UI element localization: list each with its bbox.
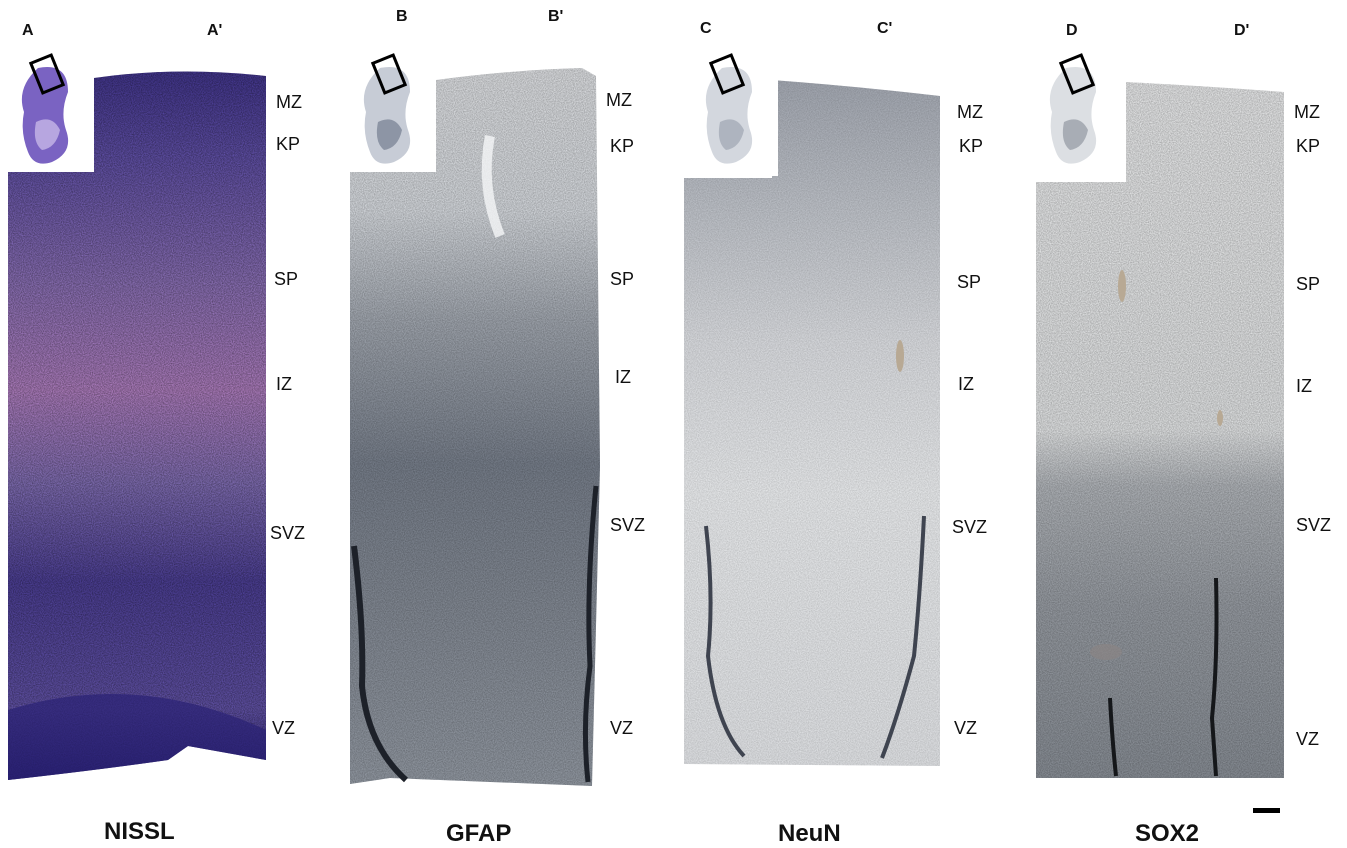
layer-vz-c: VZ [954, 718, 978, 738]
panel-d-prime-label: D' [1234, 22, 1250, 39]
sox2-inset-thumbnail [1036, 52, 1126, 182]
stain-label-neun: NeuN [778, 820, 841, 847]
neun-inset-thumbnail [692, 52, 778, 176]
neun-micrograph [684, 80, 940, 766]
layer-iz-c: IZ [958, 374, 974, 394]
panel-b-prime-label: B' [548, 8, 564, 25]
layer-kp-b: KP [610, 136, 635, 156]
layer-svz-a: SVZ [270, 523, 306, 543]
sox2-micrograph [1036, 82, 1284, 778]
layer-iz-d: IZ [1296, 376, 1312, 396]
layer-kp-a: KP [276, 134, 301, 154]
layer-iz-a: IZ [276, 374, 292, 394]
layer-sp-b: SP [610, 269, 635, 289]
layer-vz-b: VZ [610, 718, 634, 738]
panel-a-label: A [22, 22, 34, 39]
nissl-inset-thumbnail [8, 52, 94, 172]
layer-svz-b: SVZ [610, 515, 646, 535]
layer-vz-d: VZ [1296, 729, 1320, 749]
roi-box-c [708, 53, 746, 95]
layer-sp-a: SP [274, 269, 299, 289]
stain-label-sox2: SOX2 [1135, 820, 1200, 847]
layer-svz-c: SVZ [952, 517, 988, 537]
nissl-micrograph [8, 71, 266, 781]
stain-label-gfap: GFAP [446, 820, 512, 847]
gfap-inset-thumbnail [350, 52, 436, 172]
panel-a-prime-label: A' [207, 22, 223, 39]
roi-box-b [370, 53, 408, 95]
layer-sp-c: SP [957, 272, 982, 292]
panel-d-label: D [1066, 22, 1078, 39]
layer-mz-c: MZ [957, 102, 983, 122]
layer-mz-a: MZ [276, 92, 302, 112]
layer-mz-b: MZ [606, 90, 632, 110]
layer-kp-d: KP [1296, 136, 1321, 156]
stain-label-nissl: NISSL [104, 818, 175, 845]
layer-sp-d: SP [1296, 274, 1321, 294]
layer-kp-c: KP [959, 136, 984, 156]
layer-mz-d: MZ [1294, 102, 1320, 122]
layer-iz-b: IZ [615, 367, 631, 387]
layer-svz-d: SVZ [1296, 515, 1332, 535]
roi-box-d [1058, 53, 1096, 95]
roi-box-a [28, 53, 66, 95]
panel-b-label: B [396, 8, 408, 25]
panel-c-label: C [700, 20, 712, 37]
layer-vz-a: VZ [272, 718, 296, 738]
panel-c-prime-label: C' [877, 20, 893, 37]
gfap-micrograph [350, 68, 600, 786]
scale-bar [1253, 808, 1280, 813]
